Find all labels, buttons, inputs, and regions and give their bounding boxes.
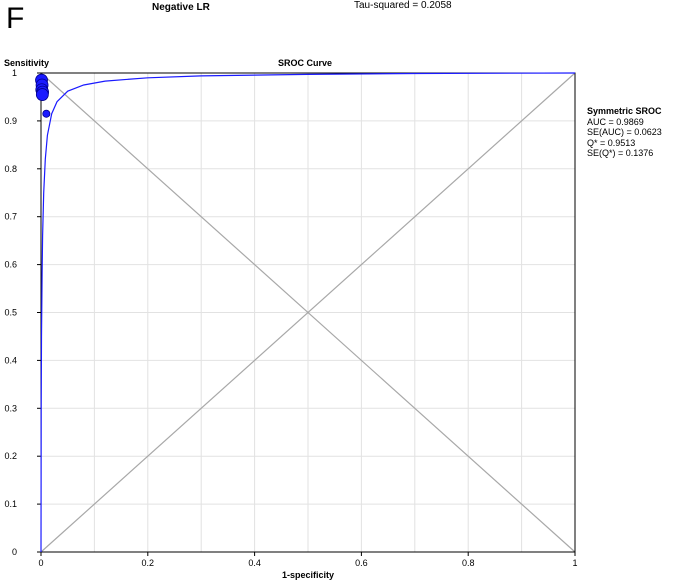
x-tick-label: 0 — [38, 558, 43, 568]
x-tick-label: 0.4 — [248, 558, 261, 568]
sroc-stats: Symmetric SROC AUC = 0.9869 SE(AUC) = 0.… — [587, 106, 662, 159]
chart-title: SROC Curve — [278, 58, 333, 68]
se-q-star-value: SE(Q*) = 0.1376 — [587, 148, 654, 158]
tau-squared-label: Tau-squared = 0.2058 — [354, 0, 452, 11]
sroc-curve — [40, 72, 576, 553]
y-tick-label: 0.9 — [4, 116, 17, 126]
negative-lr-label: Negative LR — [152, 2, 210, 13]
x-tick-label: 0.2 — [142, 558, 155, 568]
anti-diagonal-line — [40, 72, 576, 553]
y-tick-label: 0.2 — [4, 451, 17, 461]
y-tick-label: 0.5 — [4, 308, 17, 318]
y-tick-label: 0.6 — [4, 260, 17, 270]
x-tick-label: 0.8 — [462, 558, 475, 568]
y-tick-label: 0.4 — [4, 355, 17, 365]
y-tick-label: 0.1 — [4, 499, 17, 509]
y-tick-label: 0.7 — [4, 212, 17, 222]
panel-letter: F — [6, 2, 25, 35]
se-auc-value: SE(AUC) = 0.0623 — [587, 127, 662, 137]
sroc-stats-heading: Symmetric SROC — [587, 106, 662, 116]
study-point — [35, 88, 49, 101]
y-axis-label: Sensitivity — [4, 58, 50, 68]
q-star-value: Q* = 0.9513 — [587, 137, 636, 148]
x-tick-label: 1 — [572, 558, 577, 568]
y-tick-label: 0.8 — [4, 164, 17, 174]
x-axis-label: 1-specificity — [282, 570, 335, 580]
y-tick-label: 0 — [12, 547, 17, 557]
study-point — [42, 109, 51, 118]
auc-value: AUC = 0.9869 — [587, 116, 644, 127]
x-tick-label: 0.6 — [355, 558, 368, 568]
y-tick-label: 0.3 — [4, 403, 17, 413]
y-tick-label: 1 — [12, 68, 17, 78]
